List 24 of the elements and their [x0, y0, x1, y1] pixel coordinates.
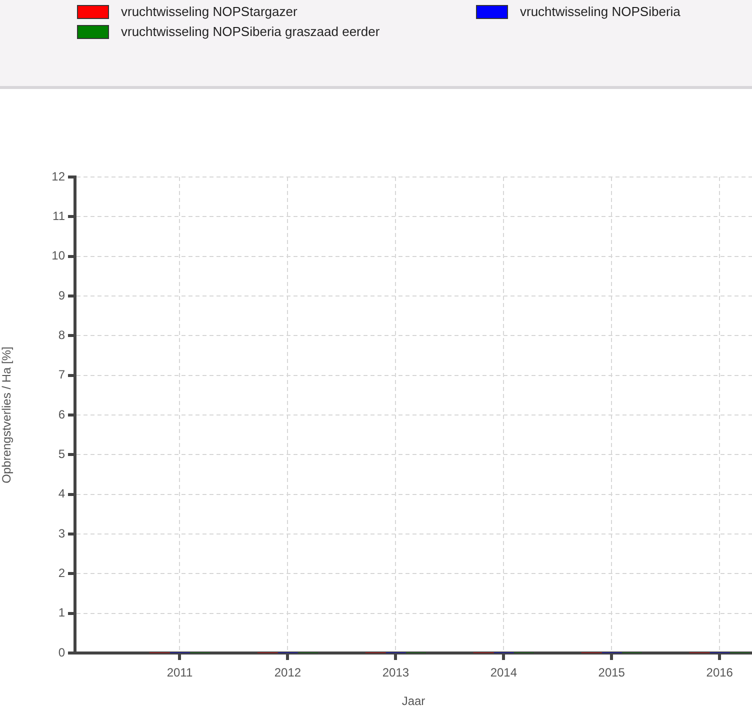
- legend-label: vruchtwisseling NOPStargazer: [121, 4, 298, 19]
- y-tick-label: 3: [58, 526, 66, 540]
- x-axis-title: Jaar: [402, 694, 426, 708]
- y-tick-label: 10: [52, 248, 66, 263]
- y-tick-label: 6: [58, 407, 66, 422]
- x-tick-label: 2011: [166, 666, 193, 680]
- legend-label: vruchtwisseling NOPSiberia: [520, 4, 680, 19]
- y-tick-label: 8: [58, 328, 66, 342]
- y-tick-label: 12: [52, 169, 66, 184]
- y-tick-label: 5: [58, 446, 66, 461]
- y-tick-label: 7: [58, 368, 66, 382]
- y-tick-label: 1: [58, 606, 66, 620]
- legend-label: vruchtwisseling NOPSiberia graszaad eerder: [121, 24, 380, 39]
- y-tick-label: 2: [58, 566, 66, 580]
- x-tick-label: 2016: [706, 666, 734, 680]
- x-tick-label: 2013: [382, 666, 410, 680]
- y-axis-title: Opbrengstverlies / Ha [%]: [0, 346, 14, 484]
- x-tick-label: 2015: [598, 666, 626, 680]
- y-tick-label: 9: [58, 288, 66, 302]
- x-tick-label: 2014: [490, 666, 518, 680]
- y-tick-label: 0: [58, 645, 66, 660]
- x-tick-label: 2012: [274, 666, 302, 680]
- y-tick-label: 11: [52, 208, 66, 223]
- y-tick-label: 4: [58, 486, 66, 501]
